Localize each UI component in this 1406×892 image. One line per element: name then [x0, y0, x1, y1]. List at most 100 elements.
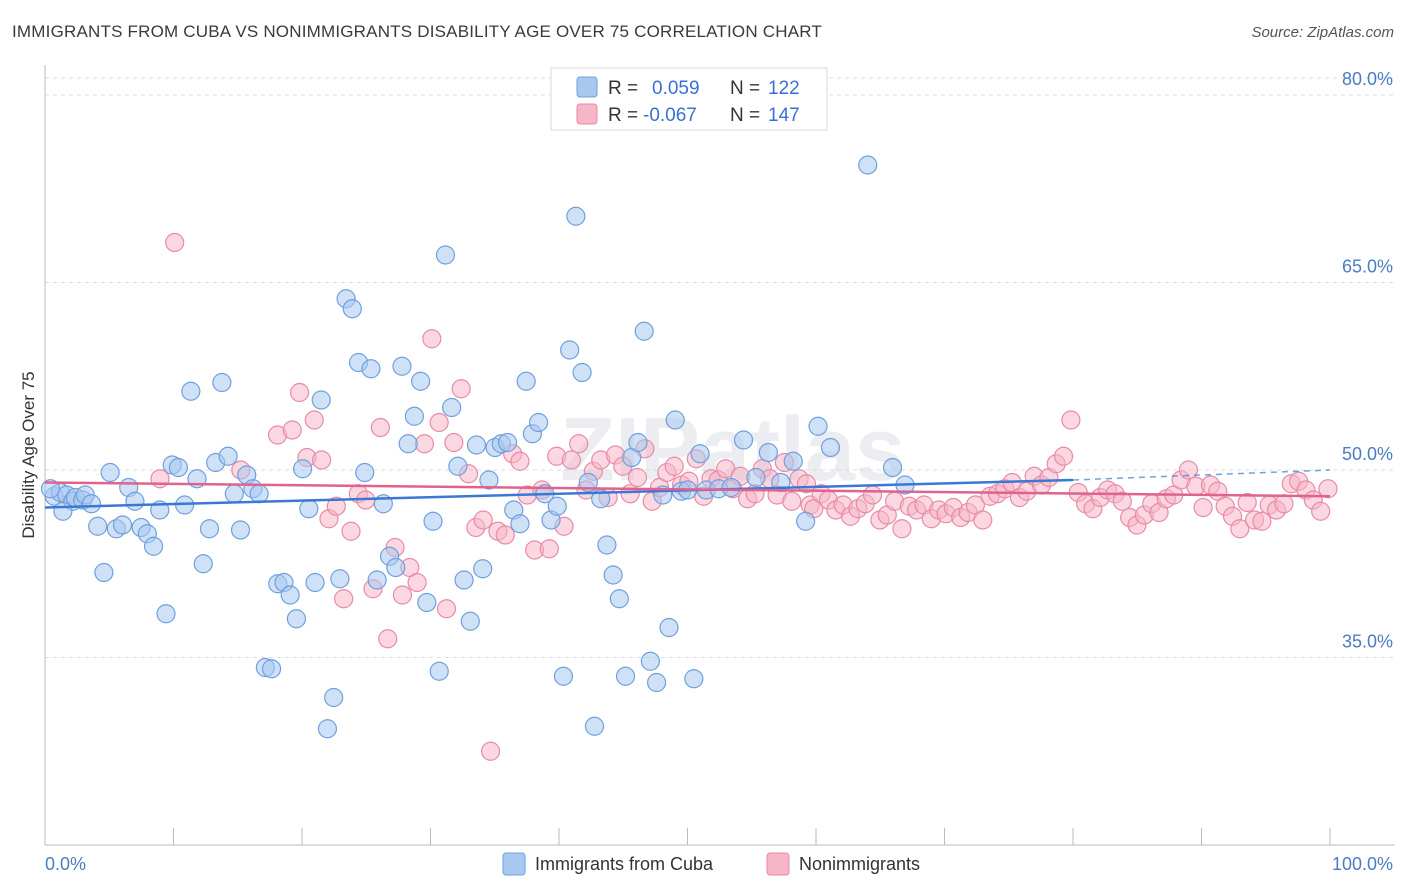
y-tick-label: 80.0% [1342, 69, 1393, 89]
cuba-point [81, 494, 102, 514]
cuba-point [479, 470, 499, 490]
nonimmigrant-point [539, 539, 559, 559]
nonimmigrant-point [1252, 511, 1272, 531]
bottom-legend-label-2: Nonimmigrants [799, 854, 920, 874]
nonimmigrant-point [973, 510, 993, 530]
legend-swatch-pink [576, 103, 598, 125]
cuba-point [40, 479, 61, 499]
cuba-point [94, 562, 114, 583]
y-tick-labels: 35.0% 50.0% 65.0% 80.0% [1342, 69, 1393, 652]
legend-n-value-2: 147 [768, 105, 800, 126]
y-tick-label: 50.0% [1342, 444, 1393, 464]
cuba-point [361, 359, 381, 379]
cuba-point [53, 501, 73, 521]
series-legend: Immigrants from Cuba Nonimmigrants [502, 852, 920, 876]
cuba-point [634, 321, 654, 341]
cuba-point [311, 390, 331, 410]
cuba-point [796, 511, 816, 531]
legend-r-value-2: -0.067 [643, 105, 697, 126]
cuba-point [566, 206, 586, 226]
cuba-point [578, 472, 598, 493]
cuba-point [293, 459, 313, 479]
cuba-point [442, 397, 462, 418]
cuba-point [261, 659, 282, 679]
cuba-point [820, 437, 841, 458]
cuba-point [100, 462, 120, 483]
cuba-point [516, 371, 536, 391]
nonimmigrant-point [312, 450, 332, 470]
cuba-point [212, 372, 232, 393]
trend-lines [44, 469, 1331, 509]
series-nonimmigrants [150, 232, 1338, 761]
nonimmigrant-point [289, 382, 310, 403]
cuba-point [597, 535, 617, 555]
cuba-point [317, 719, 338, 739]
cuba-point [305, 572, 325, 593]
cuba-point [460, 611, 480, 631]
cuba-point [858, 155, 878, 175]
chart-title: IMMIGRANTS FROM CUBA VS NONIMMIGRANTS DI… [12, 22, 823, 41]
cuba-point [609, 589, 629, 609]
cuba-point [355, 462, 375, 483]
cuba-point [156, 604, 176, 624]
nonimmigrant-point [282, 420, 302, 440]
nonimmigrant-point [480, 741, 501, 761]
nonimmigrant-point [1311, 501, 1331, 521]
x-tick-label: 100.0% [1332, 854, 1393, 874]
x-tick-label: 0.0% [45, 854, 86, 874]
y-tick-label: 35.0% [1342, 632, 1393, 652]
cuba-point [572, 362, 592, 383]
legend-swatch-blue [576, 76, 598, 98]
nonimmigrant-point [892, 519, 912, 539]
cuba-point [324, 687, 344, 708]
cuba-point [404, 406, 424, 426]
nonimmigrant-point [1274, 494, 1294, 514]
cuba-point [466, 435, 487, 455]
nonimmigrant-point [165, 232, 185, 253]
cuba-point [181, 381, 201, 401]
nonimmigrant-point [495, 525, 515, 545]
nonimmigrant-point [414, 434, 435, 454]
cuba-point [168, 457, 189, 478]
cuba-point [560, 340, 580, 360]
x-tick-labels: 0.0% 100.0% [45, 854, 1393, 874]
nonimmigrant-point [341, 521, 361, 541]
nonimmigrant-point [664, 456, 684, 476]
cuba-point [584, 716, 605, 736]
cuba-point [249, 484, 269, 504]
nonimmigrant-point [1061, 410, 1081, 430]
cuba-point [591, 489, 611, 509]
nonimmigrant-point [862, 485, 883, 505]
cuba-point [684, 669, 704, 689]
cuba-point [882, 457, 903, 478]
nonimmigrant-point [1178, 460, 1199, 480]
cuba-point [690, 444, 710, 464]
cuba-point [615, 666, 636, 686]
cuba-point [721, 477, 741, 498]
nonimmigrant-point [422, 329, 442, 349]
nonimmigrant-point [326, 496, 346, 516]
cuba-point [125, 491, 145, 511]
y-axis-label: Disability Age Over 75 [19, 371, 38, 538]
legend-r-value-1: 0.059 [652, 78, 700, 99]
cuba-point [758, 442, 778, 463]
cuba-point [230, 520, 251, 540]
trend-line-cuba-extension [1072, 469, 1331, 481]
cuba-point [497, 432, 518, 453]
nonimmigrant-point [1193, 497, 1213, 518]
nonimmigrant-point [1237, 492, 1257, 513]
cuba-point [398, 434, 418, 454]
series-immigrants-from-cuba [40, 155, 915, 739]
cuba-point [808, 416, 828, 436]
nonimmigrant-point [370, 417, 390, 438]
legend-n-value-1: 122 [768, 78, 800, 99]
nonimmigrant-point [627, 467, 648, 488]
cuba-point [448, 456, 468, 476]
cuba-point [646, 672, 667, 693]
cuba-point [193, 554, 213, 574]
cuba-point [454, 570, 474, 590]
cuba-point [733, 430, 754, 450]
cuba-point [218, 446, 238, 466]
nonimmigrant-point [451, 379, 471, 399]
